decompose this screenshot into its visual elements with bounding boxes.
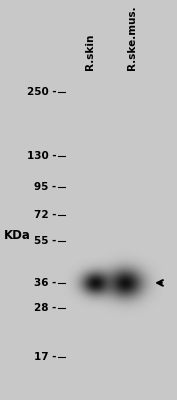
Text: R.skin: R.skin [85,34,95,70]
Text: 250 -: 250 - [27,87,57,97]
Text: R.ske.mus.: R.ske.mus. [127,5,137,70]
Text: 130 -: 130 - [27,151,57,161]
Text: 55 -: 55 - [34,236,57,246]
Text: KDa: KDa [4,229,30,242]
Text: 28 -: 28 - [34,303,57,313]
Text: 72 -: 72 - [34,210,57,220]
Text: 36 -: 36 - [34,278,57,288]
Text: 95 -: 95 - [34,182,57,192]
Text: 17 -: 17 - [34,352,57,362]
